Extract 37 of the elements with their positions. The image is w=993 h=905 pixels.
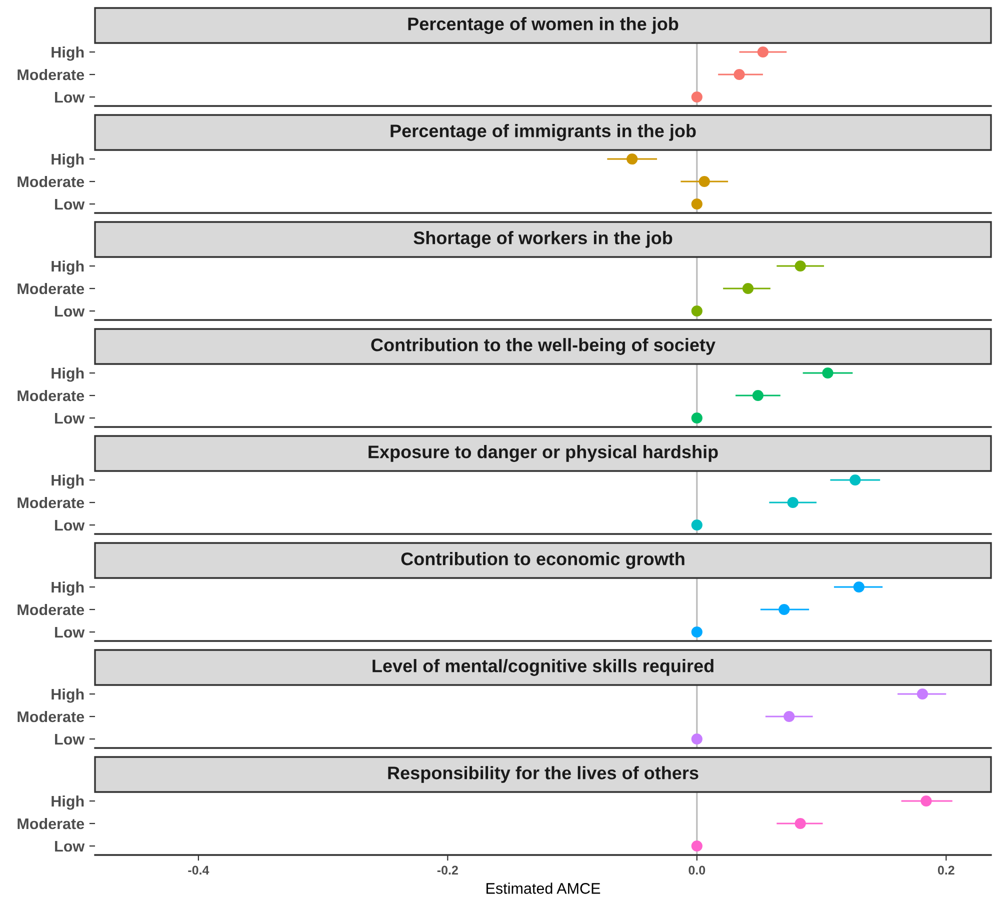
y-tick-label: Low (55, 413, 85, 424)
y-tick-label: Moderate (18, 604, 84, 616)
y-tick-label: Moderate (18, 710, 84, 722)
y-tick-label: High (52, 581, 84, 596)
x-tick-label: -0.4 (188, 866, 210, 875)
chart-title: Contribution to the well-being of society (371, 338, 716, 355)
y-tick-label: High (52, 795, 84, 810)
x-tick-label: 0.0 (688, 866, 706, 875)
y-tick-label: Moderate (18, 818, 84, 830)
chart-title: Percentage of women in the job (408, 17, 678, 34)
chart-title: Exposure to danger or physical hardship (368, 445, 718, 462)
y-tick-label: Moderate (18, 496, 84, 508)
x-tick-label: -0.2 (437, 866, 458, 875)
y-tick-label: Low (55, 306, 85, 317)
y-tick-label: High (52, 688, 84, 703)
y-tick-label: High (52, 474, 84, 489)
y-tick-label: Low (55, 734, 85, 745)
chart-title: Contribution to economic growth (401, 552, 684, 569)
y-tick-label: Moderate (18, 282, 84, 294)
y-tick-label: Low (55, 627, 85, 638)
chart-title: Shortage of workers in the job (414, 231, 672, 248)
x-axis-title: Estimated AMCE (486, 882, 600, 894)
y-tick-label: Low (55, 199, 85, 210)
chart-title: Responsibility for the lives of others (388, 766, 698, 783)
y-tick-label: Moderate (18, 176, 84, 188)
chart-title: Level of mental/cognitive skills required (372, 659, 714, 676)
x-tick-label: 0.2 (938, 866, 954, 875)
y-tick-label: High (52, 153, 84, 168)
y-tick-label: Low (55, 841, 85, 852)
y-tick-label: High (52, 367, 84, 382)
chart-title: Percentage of immigrants in the job (390, 124, 696, 141)
y-tick-label: High (52, 46, 84, 61)
y-tick-label: Low (55, 92, 85, 103)
y-tick-label: High (52, 260, 84, 275)
y-tick-label: Moderate (18, 68, 84, 80)
y-tick-label: Low (55, 520, 85, 531)
y-tick-label: Moderate (18, 390, 84, 402)
